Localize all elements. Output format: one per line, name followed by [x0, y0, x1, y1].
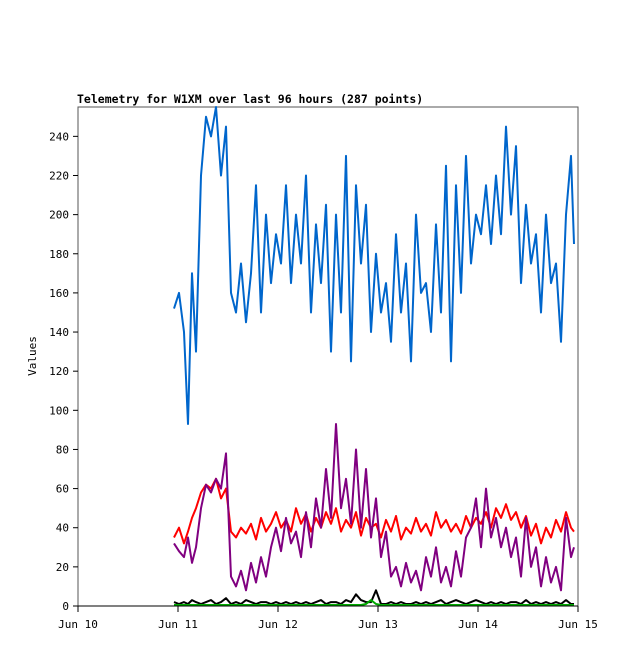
y-tick-label: 240 — [49, 130, 69, 143]
chart-title: Telemetry for W1XM over last 96 hours (2… — [77, 92, 423, 106]
y-tick-label: 120 — [49, 365, 69, 378]
y-tick-label: 60 — [56, 483, 69, 496]
x-axis: Jun 10 Jun 11 Jun 12 Jun 13 Jun 14 Jun 15 — [58, 605, 598, 631]
series-line-green — [174, 599, 574, 606]
x-tick-label: Jun 15 — [558, 618, 598, 631]
series-layer — [173, 106, 575, 606]
y-tick-label: 160 — [49, 287, 69, 300]
y-tick-label: 180 — [49, 248, 69, 261]
y-tick-label: 0 — [62, 600, 69, 613]
y-tick-label: 80 — [56, 443, 69, 456]
y-tick-label: 220 — [49, 169, 69, 182]
x-tick-label: Jun 13 — [358, 618, 398, 631]
x-tick-label: Jun 12 — [258, 618, 298, 631]
y-tick-label: 200 — [49, 209, 69, 222]
x-tick-label: Jun 11 — [158, 618, 198, 631]
y-axis-label: Values — [26, 336, 39, 376]
y-axis: 0 20 40 60 80 100 120 140 160 180 200 220 240 — [49, 130, 78, 613]
y-tick-label: 20 — [56, 561, 69, 574]
x-tick-label: Jun 14 — [458, 618, 498, 631]
series-line-purple — [173, 423, 575, 592]
y-tick-label: 40 — [56, 522, 69, 535]
series-line-blue — [173, 106, 575, 425]
y-tick-label: 140 — [49, 326, 69, 339]
x-tick-label: Jun 10 — [58, 618, 98, 631]
y-tick-label: 100 — [49, 404, 69, 417]
series-line-black — [173, 589, 574, 605]
